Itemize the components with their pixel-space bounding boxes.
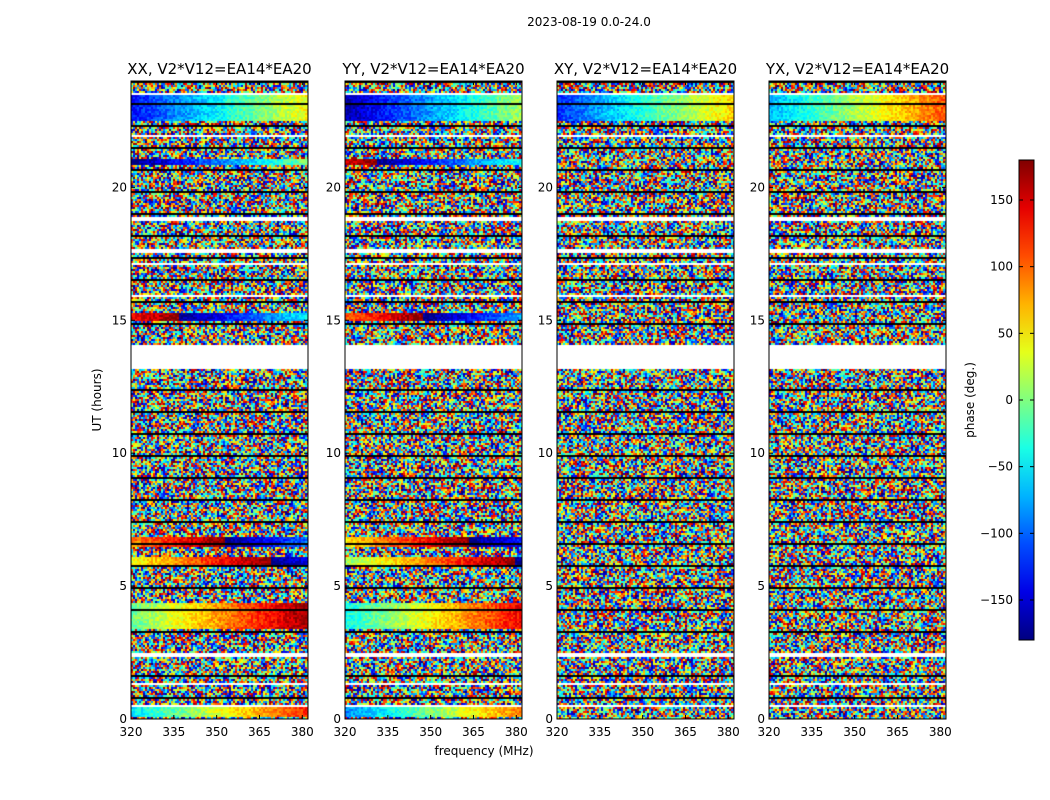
panel-title: YY, V2*V12=EA14*EA20 bbox=[341, 60, 524, 78]
colorbar-gradient bbox=[1019, 160, 1034, 640]
panel-title: XX, V2*V12=EA14*EA20 bbox=[127, 60, 311, 78]
colorbar-tick-label: −50 bbox=[988, 460, 1013, 474]
panel-title: YX, V2*V12=EA14*EA20 bbox=[765, 60, 949, 78]
x-tick-label: 335 bbox=[376, 725, 399, 739]
y-tick-label: 15 bbox=[326, 313, 341, 327]
x-tick-label: 350 bbox=[205, 725, 228, 739]
x-tick-label: 365 bbox=[886, 725, 909, 739]
x-tick-label: 365 bbox=[462, 725, 485, 739]
x-tick-label: 335 bbox=[800, 725, 823, 739]
y-tick-label: 10 bbox=[750, 446, 765, 460]
colorbar-tick-label: 0 bbox=[1005, 393, 1013, 407]
phase-image bbox=[557, 81, 734, 719]
x-tick-label: 320 bbox=[758, 725, 781, 739]
x-tick-label: 365 bbox=[674, 725, 697, 739]
x-tick-label: 335 bbox=[588, 725, 611, 739]
x-tick-label: 320 bbox=[334, 725, 357, 739]
y-tick-label: 0 bbox=[333, 712, 341, 726]
x-tick-label: 335 bbox=[162, 725, 185, 739]
panel-frame bbox=[768, 80, 947, 720]
colorbar-tick-label: 50 bbox=[998, 326, 1013, 340]
x-tick-label: 380 bbox=[291, 725, 314, 739]
colorbar: −150 −100 −50 0 50 100 150 bbox=[980, 159, 1035, 641]
y-tick-label: 5 bbox=[757, 579, 765, 593]
panel-0: XX, V2*V12=EA14*EA20 320 335 350 365 380 0 5 10 1… bbox=[112, 60, 314, 739]
panels-group: XX, V2*V12=EA14*EA20 320 335 350 365 380 0 5 10 1… bbox=[112, 60, 952, 739]
figure-suptitle: 2023-08-19 0.0-24.0 bbox=[527, 15, 651, 29]
y-tick-label: 15 bbox=[750, 313, 765, 327]
panel-frame bbox=[344, 80, 523, 720]
phase-image bbox=[769, 81, 946, 719]
panel-frame bbox=[130, 80, 309, 720]
x-tick-label: 320 bbox=[546, 725, 569, 739]
x-tick-label: 380 bbox=[505, 725, 528, 739]
colorbar-tick-label: −150 bbox=[980, 593, 1013, 607]
panel-frame bbox=[556, 80, 735, 720]
panel-1: YY, V2*V12=EA14*EA20 320 335 350 365 380 0 5 10 1… bbox=[326, 60, 528, 739]
colorbar-tick-label: 150 bbox=[990, 193, 1013, 207]
colorbar-tick-label: 100 bbox=[990, 260, 1013, 274]
panel-2: XY, V2*V12=EA14*EA20 320 335 350 365 380 0 5 10 1… bbox=[538, 60, 740, 739]
y-tick-label: 20 bbox=[538, 180, 553, 194]
x-axis-label: frequency (MHz) bbox=[434, 744, 533, 758]
y-tick-label: 0 bbox=[119, 712, 127, 726]
y-tick-label: 10 bbox=[112, 446, 127, 460]
colorbar-label: phase (deg.) bbox=[963, 362, 977, 438]
y-tick-label: 10 bbox=[538, 446, 553, 460]
y-tick-label: 10 bbox=[326, 446, 341, 460]
x-tick-label: 320 bbox=[120, 725, 143, 739]
y-tick-label: 20 bbox=[112, 180, 127, 194]
y-tick-label: 15 bbox=[538, 313, 553, 327]
x-tick-label: 365 bbox=[248, 725, 271, 739]
x-tick-label: 350 bbox=[419, 725, 442, 739]
panel-3: YX, V2*V12=EA14*EA20 320 335 350 365 380 0 5 10 1… bbox=[750, 60, 952, 739]
y-tick-label: 15 bbox=[112, 313, 127, 327]
x-tick-label: 350 bbox=[631, 725, 654, 739]
y-tick-label: 5 bbox=[545, 579, 553, 593]
phase-image bbox=[345, 81, 522, 719]
y-tick-label: 20 bbox=[326, 180, 341, 194]
y-tick-label: 20 bbox=[750, 180, 765, 194]
y-tick-label: 0 bbox=[757, 712, 765, 726]
x-tick-label: 380 bbox=[717, 725, 740, 739]
y-tick-label: 0 bbox=[545, 712, 553, 726]
panel-title: XY, V2*V12=EA14*EA20 bbox=[554, 60, 737, 78]
x-tick-label: 350 bbox=[843, 725, 866, 739]
phase-image bbox=[131, 81, 308, 719]
x-tick-label: 380 bbox=[929, 725, 952, 739]
colorbar-tick-label: −100 bbox=[980, 526, 1013, 540]
y-tick-label: 5 bbox=[333, 579, 341, 593]
y-tick-label: 5 bbox=[119, 579, 127, 593]
y-axis-label: UT (hours) bbox=[90, 368, 104, 431]
